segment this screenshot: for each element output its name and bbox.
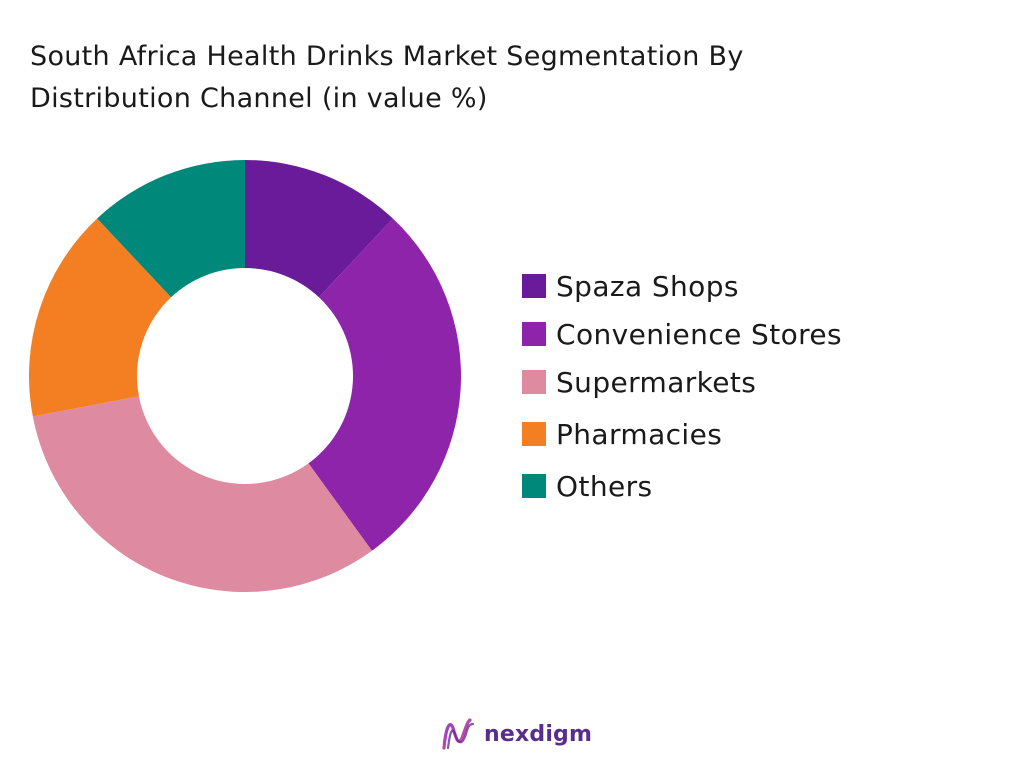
slice-others [97, 160, 246, 298]
brand-name: nexdigm [484, 721, 593, 747]
legend-label: Spaza Shops [556, 269, 739, 303]
legend-label: Supermarkets [556, 365, 757, 399]
legend-label: Pharmacies [556, 417, 723, 451]
legend-item-spaza-shops: Spaza Shops [522, 262, 842, 310]
legend-item-others: Others [522, 462, 842, 510]
brand: nexdigm [440, 716, 592, 752]
legend-label: Convenience Stores [556, 317, 843, 351]
legend-swatch [522, 474, 546, 498]
legend-swatch [522, 322, 546, 346]
chart-title-line-1: South Africa Health Drinks Market Segmen… [30, 41, 744, 72]
legend-label: Others [556, 469, 653, 503]
legend-swatch [522, 370, 546, 394]
nexdigm-logo-icon [442, 718, 475, 750]
chart-title: South Africa Health Drinks Market Segmen… [30, 36, 930, 120]
legend-item-pharmacies: Pharmacies [522, 410, 842, 458]
legend-swatch [522, 422, 546, 446]
chart-legend: Spaza Shops Convenience Stores Supermark… [522, 262, 842, 510]
legend-item-supermarkets: Supermarkets [522, 358, 842, 406]
slice-supermarkets [32, 396, 372, 592]
chart-title-line-2: Distribution Channel (in value %) [30, 83, 488, 114]
legend-item-convenience-stores: Convenience Stores [522, 310, 842, 358]
slice-spaza-shops [245, 160, 393, 298]
legend-swatch [522, 274, 546, 298]
slice-pharmacies [29, 218, 172, 417]
slice-convenience-stores [308, 218, 461, 551]
